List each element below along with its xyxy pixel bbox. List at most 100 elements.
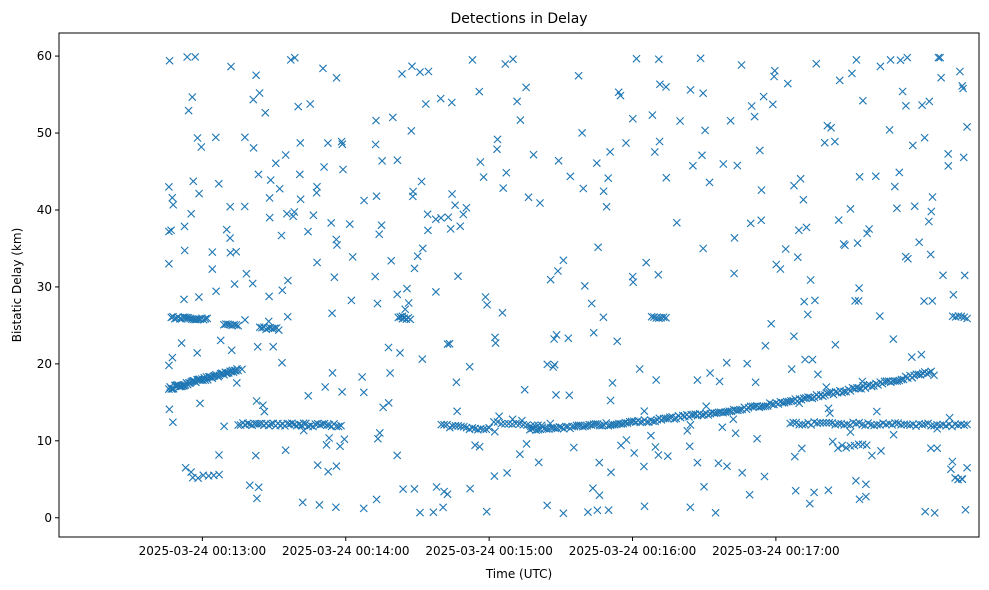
detection-marker — [309, 211, 318, 220]
detection-marker — [892, 204, 901, 213]
detection-marker — [599, 313, 608, 322]
detection-marker — [520, 385, 529, 394]
detection-marker — [963, 122, 972, 131]
detection-marker — [372, 495, 381, 504]
detection-marker — [907, 353, 916, 362]
detection-marker — [323, 421, 331, 430]
detection-marker — [517, 416, 526, 425]
detection-marker — [753, 434, 762, 443]
detection-marker — [946, 465, 955, 474]
detection-marker — [498, 308, 507, 317]
detection-marker — [790, 452, 799, 461]
detection-marker — [759, 92, 768, 101]
detection-marker — [333, 241, 341, 249]
detection-marker — [180, 246, 189, 255]
detection-marker — [729, 415, 738, 424]
detection-marker — [665, 413, 674, 422]
detection-marker — [655, 137, 664, 146]
detection-marker — [398, 69, 406, 78]
detection-marker — [264, 317, 273, 326]
detection-marker — [283, 312, 292, 321]
detection-marker — [699, 244, 708, 253]
detection-marker — [440, 487, 449, 496]
detection-marker — [928, 296, 937, 305]
detection-marker — [701, 126, 710, 135]
detection-marker — [861, 492, 870, 501]
detection-marker — [569, 443, 578, 452]
detection-marker — [208, 265, 217, 274]
detection-marker — [188, 93, 197, 102]
detection-marker — [930, 371, 938, 380]
detection-marker — [823, 121, 832, 130]
detection-marker — [327, 218, 336, 227]
detection-marker — [896, 56, 905, 65]
detection-marker — [448, 190, 457, 198]
detection-marker — [320, 419, 329, 428]
detection-marker — [359, 504, 368, 513]
detection-marker — [321, 383, 330, 391]
detection-marker — [493, 145, 501, 154]
detection-marker — [423, 210, 432, 219]
detection-marker — [337, 421, 345, 430]
detection-marker — [338, 387, 347, 396]
detection-marker — [320, 163, 329, 171]
detection-marker — [401, 305, 410, 314]
detection-marker — [725, 407, 734, 416]
detection-marker — [265, 292, 274, 301]
x-tick-label: 2025-03-24 00:17:00 — [712, 544, 839, 558]
detection-marker — [249, 95, 258, 104]
detection-marker — [812, 59, 821, 68]
detection-marker — [652, 376, 661, 384]
y-tick-label: 20 — [37, 357, 52, 371]
detection-marker — [920, 297, 929, 306]
detection-marker — [602, 202, 611, 211]
detection-marker — [960, 271, 969, 280]
y-axis-ticks: 0 10 20 30 40 50 60 — [37, 49, 59, 525]
detection-marker — [647, 312, 656, 321]
detection-marker — [723, 462, 731, 471]
detection-marker — [854, 296, 863, 305]
detection-marker — [957, 420, 966, 429]
detection-marker — [654, 270, 663, 279]
detection-marker — [711, 508, 720, 517]
detection-marker — [639, 462, 648, 471]
detection-marker — [431, 287, 440, 296]
detection-marker — [925, 97, 934, 106]
detection-marker — [803, 310, 812, 319]
detection-marker — [608, 378, 617, 387]
detection-marker — [180, 222, 189, 231]
detection-marker — [201, 314, 210, 323]
detection-marker — [336, 442, 345, 451]
detection-marker — [345, 220, 354, 229]
detection-marker — [793, 253, 802, 262]
detection-marker — [944, 149, 953, 158]
detection-marker — [865, 225, 874, 233]
detection-marker — [831, 340, 840, 349]
detection-marker — [212, 287, 221, 296]
detection-marker — [227, 346, 236, 355]
detection-marker — [410, 264, 419, 273]
detection-marker — [843, 420, 852, 429]
detection-marker — [852, 55, 861, 64]
detection-marker — [921, 420, 930, 429]
detection-marker — [903, 254, 912, 263]
detection-marker — [371, 140, 380, 149]
detection-marker — [944, 161, 953, 170]
detection-marker — [834, 444, 842, 453]
detection-marker — [325, 421, 334, 430]
detection-marker — [337, 137, 346, 146]
detection-marker — [255, 89, 264, 97]
detection-marker — [583, 508, 592, 517]
detection-marker — [266, 420, 275, 429]
detection-marker — [468, 55, 477, 64]
y-tick-label: 0 — [44, 511, 52, 525]
detection-marker — [958, 475, 967, 484]
detection-marker — [459, 422, 468, 431]
detection-marker — [483, 300, 492, 309]
detection-marker — [765, 399, 774, 408]
detection-marker — [951, 420, 960, 429]
detection-marker — [258, 401, 267, 410]
detection-marker — [855, 384, 863, 393]
detection-marker — [371, 272, 380, 281]
